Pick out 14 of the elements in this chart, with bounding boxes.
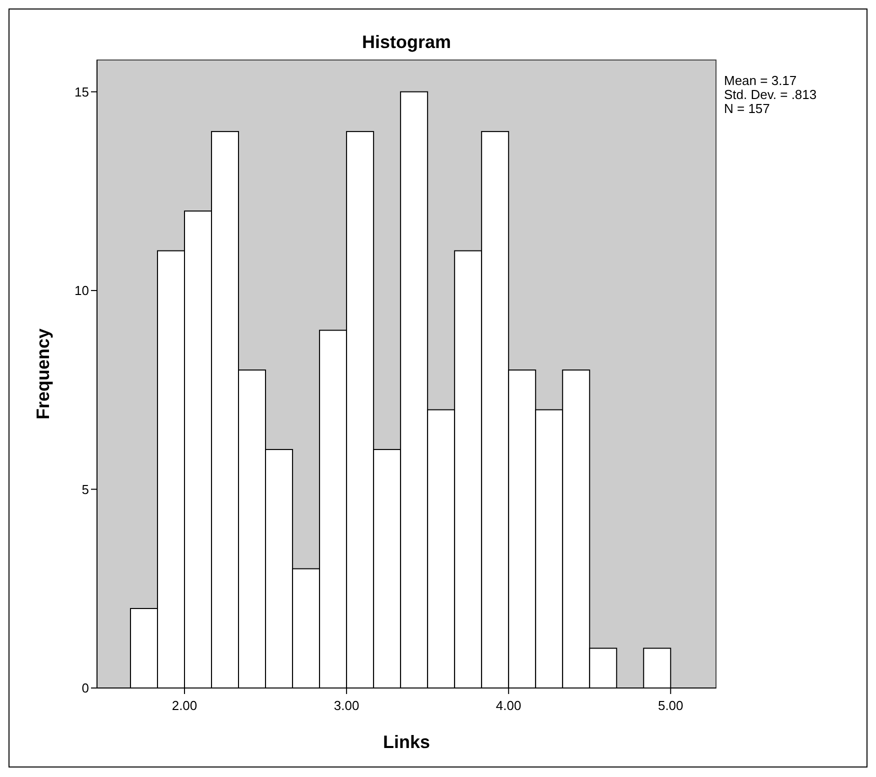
x-tick-label: 3.00: [334, 698, 360, 713]
x-axis-title: Links: [382, 732, 430, 752]
y-tick-label: 0: [82, 680, 89, 696]
text: N = 157: [724, 101, 770, 116]
x-tick-label: 4.00: [496, 698, 522, 713]
x-tick-label: 5.00: [658, 698, 684, 713]
y-tick-label: 5: [82, 482, 89, 497]
text: Mean = 3.17: [724, 73, 797, 88]
y-axis-title: Frequency: [33, 328, 53, 420]
y-tick-label: 15: [74, 84, 89, 100]
y-tick-label: 10: [74, 283, 89, 298]
x-tick-label: 2.00: [172, 698, 198, 713]
text: Std. Dev. = .813: [724, 87, 817, 102]
chart-title: Histogram: [362, 32, 452, 52]
